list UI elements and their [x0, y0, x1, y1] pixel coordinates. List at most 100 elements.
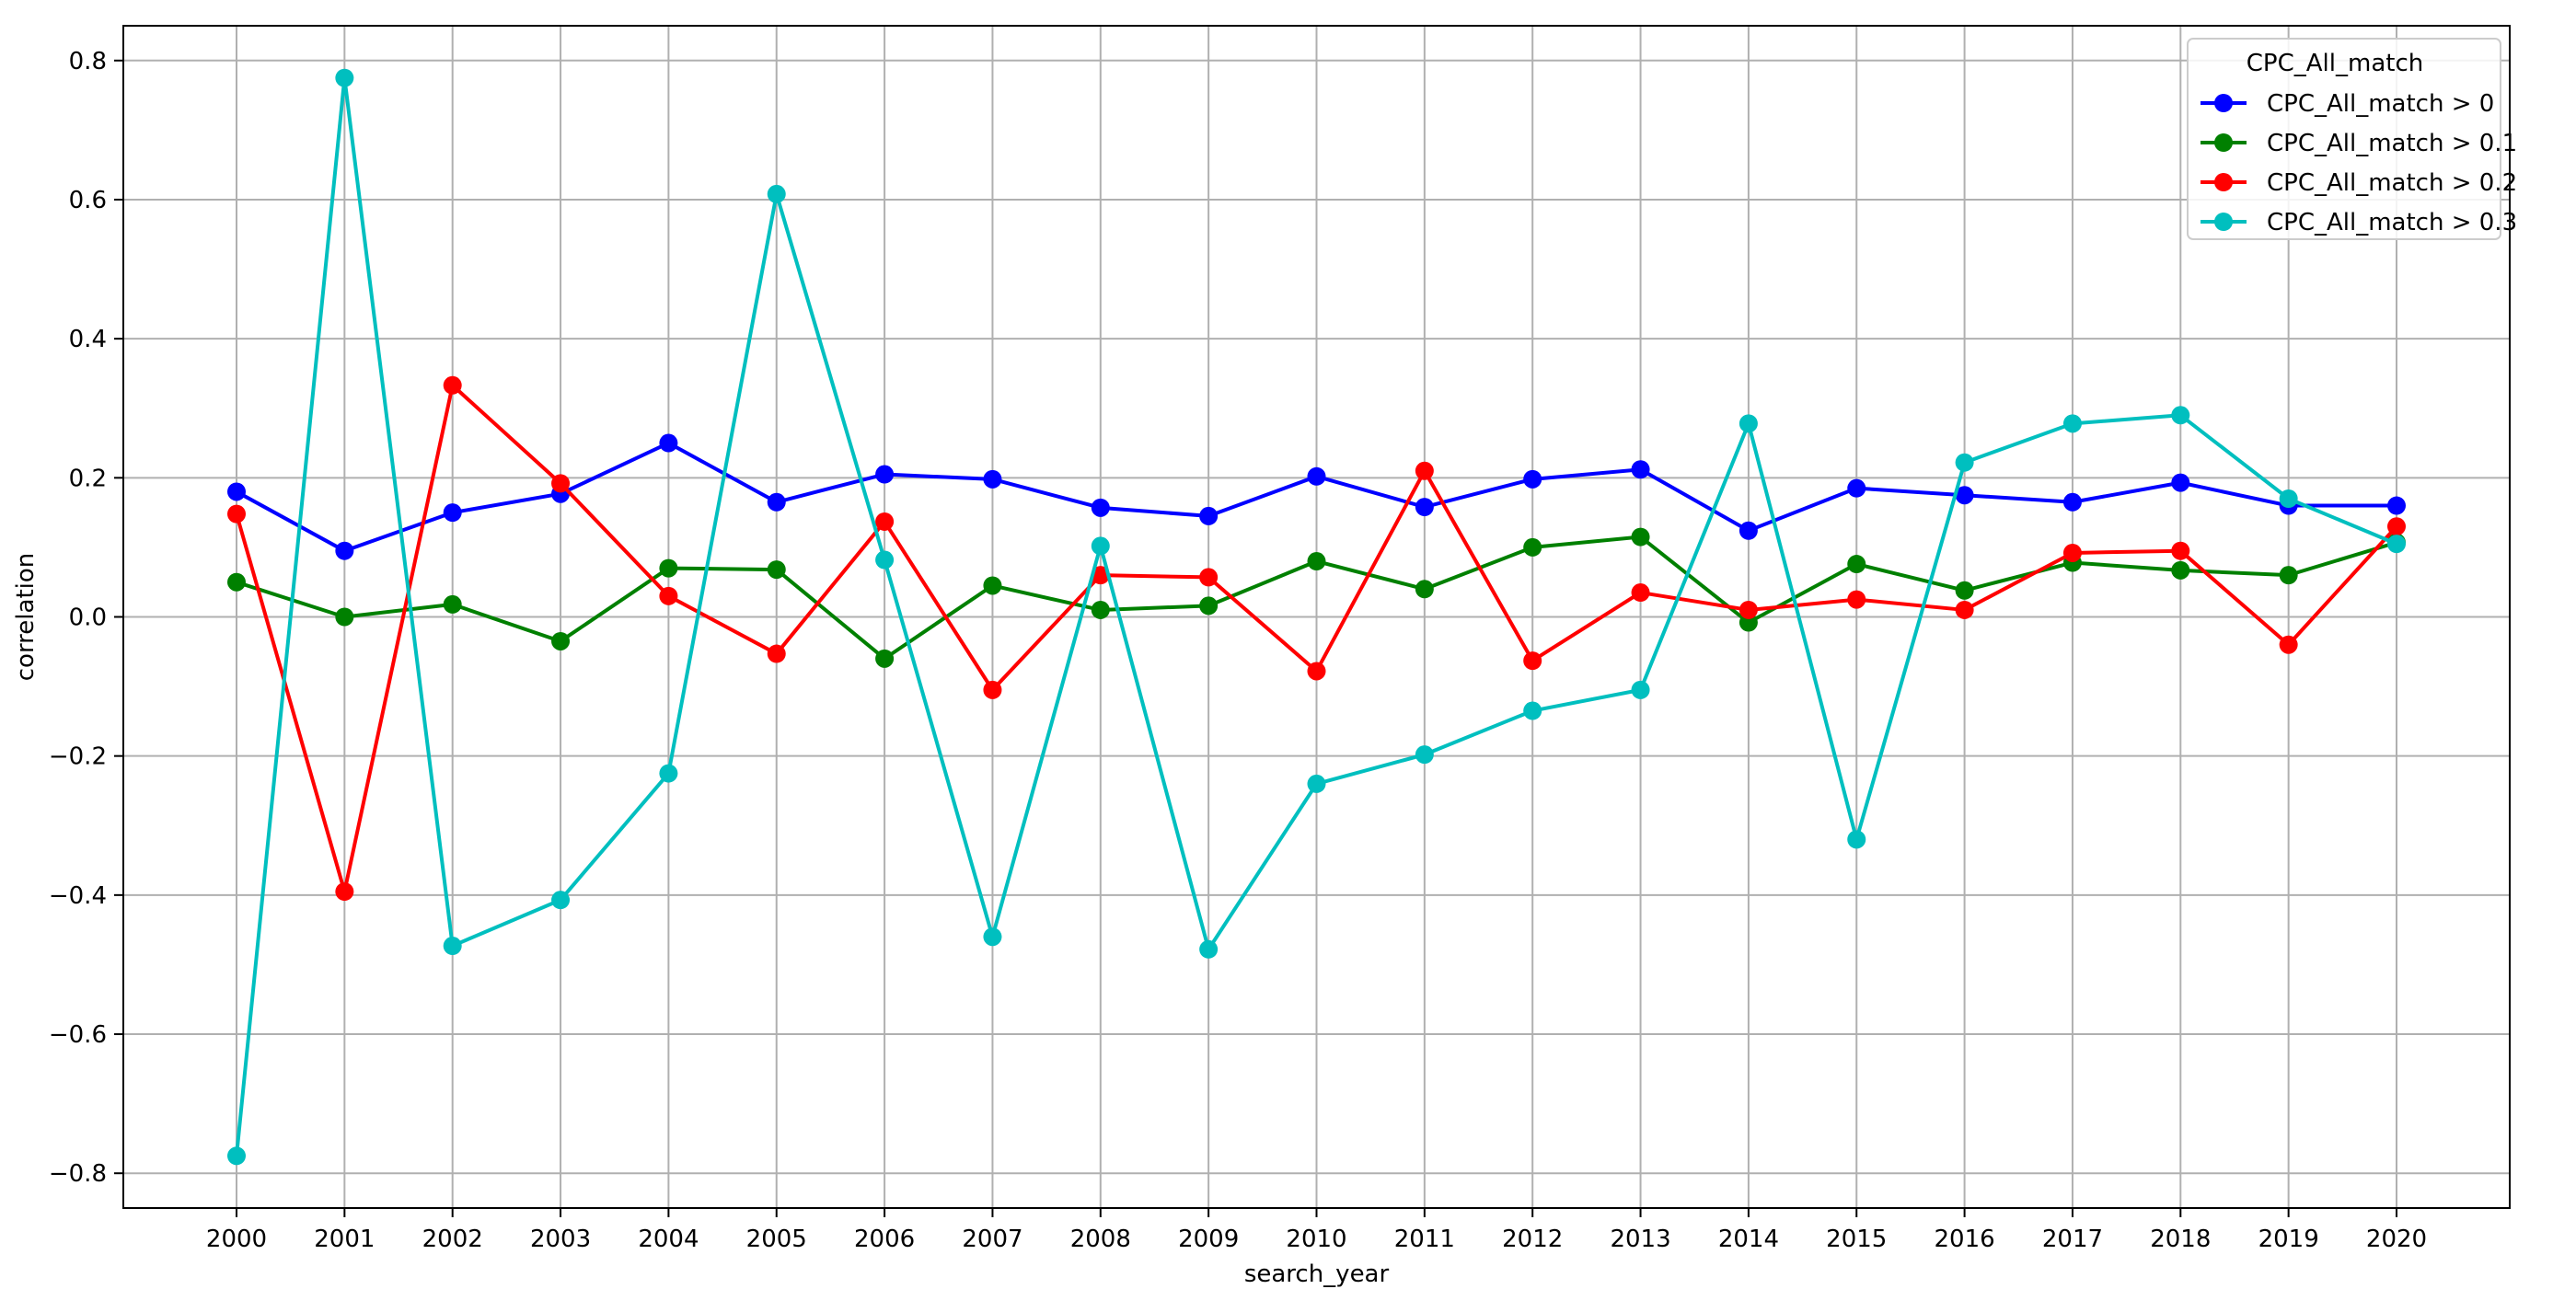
data-point [1199, 506, 1219, 525]
data-point [227, 504, 246, 524]
data-point [2062, 492, 2082, 512]
data-point [767, 560, 786, 580]
legend-label: CPC_All_match > 0 [2267, 90, 2494, 118]
data-point [1307, 552, 1326, 571]
x-tick-label: 2018 [2150, 1226, 2211, 1253]
y-tick-label: 0.0 [69, 604, 107, 632]
x-tick-label: 2000 [206, 1226, 267, 1253]
x-tick-label: 2017 [2042, 1226, 2103, 1253]
data-point [2171, 560, 2190, 580]
data-point [227, 482, 246, 501]
data-point [2171, 406, 2190, 425]
data-point [1091, 498, 1110, 517]
data-point [875, 550, 895, 570]
x-tick-label: 2001 [314, 1226, 375, 1253]
data-point [335, 541, 354, 560]
data-point [551, 891, 571, 910]
x-tick-label: 2009 [1178, 1226, 1239, 1253]
data-point [659, 558, 678, 578]
data-point [1955, 453, 1974, 472]
data-point [1631, 460, 1650, 479]
data-point [551, 631, 571, 650]
y-tick-label: −0.6 [49, 1021, 107, 1049]
data-point [983, 927, 1002, 947]
data-point [1307, 774, 1326, 793]
data-point [2387, 535, 2406, 554]
x-tick-label: 2005 [746, 1226, 807, 1253]
x-tick-label: 2013 [1610, 1226, 1670, 1253]
x-tick-label: 2016 [1935, 1226, 1995, 1253]
data-point [1199, 596, 1219, 616]
data-point [1091, 600, 1110, 619]
data-point [659, 586, 678, 605]
data-point [1631, 583, 1650, 603]
data-point [1199, 939, 1219, 959]
data-point [443, 503, 462, 523]
y-tick-label: −0.8 [49, 1160, 107, 1188]
data-point [335, 882, 354, 902]
y-axis: 0.8 0.6 0.4 0.2 0.0 −0.2 −0.4 −0.6 −0.8 [49, 48, 123, 1188]
data-point [1847, 555, 1866, 574]
y-tick-label: 0.6 [69, 187, 107, 214]
data-point [443, 594, 462, 614]
data-point [767, 492, 786, 512]
legend-marker [2214, 94, 2233, 112]
data-point [443, 375, 462, 395]
data-point [983, 469, 1002, 489]
x-tick-label: 2002 [422, 1226, 483, 1253]
x-tick-label: 2006 [854, 1226, 915, 1253]
data-point [1847, 590, 1866, 609]
x-tick-label: 2014 [1718, 1226, 1779, 1253]
data-point [2062, 414, 2082, 433]
data-point [1739, 600, 1758, 619]
data-point [1955, 581, 1974, 600]
data-point [2279, 635, 2298, 654]
series-1 [227, 433, 2406, 560]
x-tick-label: 2003 [530, 1226, 591, 1253]
x-tick-label: 2004 [638, 1226, 699, 1253]
data-point [1631, 680, 1650, 699]
data-point [767, 184, 786, 203]
data-point [875, 465, 895, 484]
legend-entry: CPC_All_match > 0.1 [2201, 130, 2517, 157]
data-point [767, 644, 786, 663]
legend-title: CPC_All_match [2247, 50, 2423, 77]
data-point [1631, 527, 1650, 547]
data-point [659, 433, 678, 453]
data-point [2387, 517, 2406, 536]
x-axis: 2000 2001 2002 2003 2004 2005 2006 2007 2008 2009… [206, 1208, 2427, 1253]
legend: CPC_All_match CPC_All_match > 0 CPC_All_m… [2187, 38, 2517, 240]
x-tick-label: 2012 [1502, 1226, 1563, 1253]
data-point [1091, 536, 1110, 556]
legend-entry: CPC_All_match > 0 [2201, 90, 2494, 118]
series-group [227, 68, 2406, 1166]
data-point [1523, 469, 1542, 489]
data-point [1739, 414, 1758, 433]
data-point [1523, 537, 1542, 557]
data-point [659, 764, 678, 783]
data-point [983, 680, 1002, 699]
x-tick-label: 2019 [2258, 1226, 2319, 1253]
data-point [227, 1146, 246, 1166]
legend-entry: CPC_All_match > 0.2 [2201, 169, 2517, 197]
data-point [875, 649, 895, 668]
data-point [1523, 651, 1542, 671]
data-point [1847, 830, 1866, 849]
legend-marker [2214, 213, 2233, 231]
legend-marker [2214, 173, 2233, 191]
y-tick-label: 0.2 [69, 465, 107, 492]
x-axis-label: search_year [1244, 1260, 1390, 1288]
data-point [1739, 521, 1758, 540]
series-3 [227, 375, 2406, 902]
x-tick-label: 2011 [1394, 1226, 1455, 1253]
x-tick-label: 2020 [2366, 1226, 2427, 1253]
data-point [1415, 461, 1434, 480]
data-point [1307, 466, 1326, 486]
data-point [335, 68, 354, 87]
legend-marker [2214, 133, 2233, 152]
x-tick-label: 2007 [962, 1226, 1022, 1253]
data-point [551, 474, 571, 493]
